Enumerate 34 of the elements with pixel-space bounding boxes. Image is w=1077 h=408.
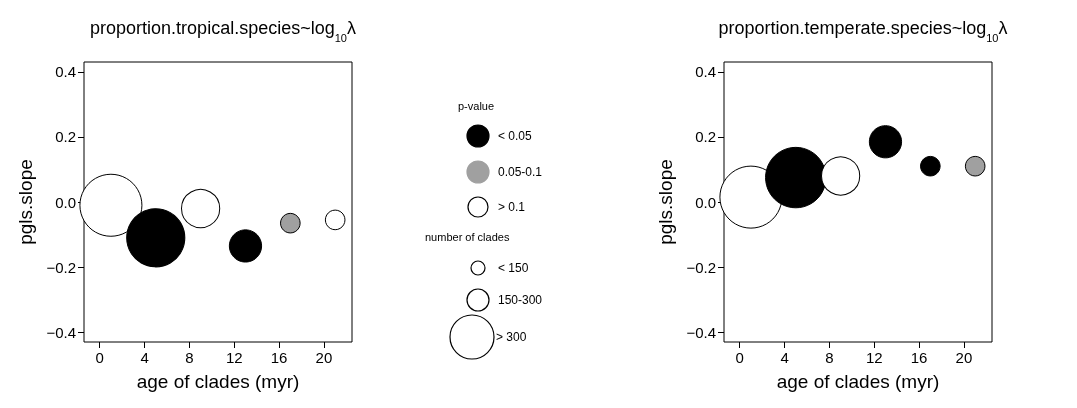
text: number of clades xyxy=(425,231,510,243)
y-tick-label: 0.2 xyxy=(55,128,76,146)
x-tick-label: 12 xyxy=(865,349,883,366)
x-tick-label: 4 xyxy=(140,349,149,366)
text: 150-300 xyxy=(498,293,543,307)
x-tick-label: 16 xyxy=(270,349,288,366)
y-tick-label: −0.2 xyxy=(46,258,76,276)
y-tick-label: −0.4 xyxy=(686,323,716,341)
y-tick-label: 0.4 xyxy=(695,63,716,81)
text: p-value xyxy=(458,100,495,112)
x-tick-label: 20 xyxy=(315,349,333,366)
y-tick-label: 0.4 xyxy=(55,63,76,81)
x-tick-label: 8 xyxy=(825,349,834,366)
x-tick-label: 0 xyxy=(735,349,744,366)
text: 0.05-0.1 xyxy=(498,165,543,179)
y-tick-label: −0.4 xyxy=(46,323,76,341)
x-tick-label: 8 xyxy=(185,349,194,366)
x-tick-label: 16 xyxy=(910,349,928,366)
x-axis-title: age of clades (myr) xyxy=(136,371,300,392)
y-tick-label: −0.2 xyxy=(686,258,716,276)
y-tick-label: 0.0 xyxy=(695,193,716,211)
y-tick-label: 0.0 xyxy=(55,193,76,211)
text: < 150 xyxy=(498,261,529,275)
y-tick-label: 0.2 xyxy=(695,128,716,146)
x-axis-title: age of clades (myr) xyxy=(776,371,940,392)
x-tick-label: 20 xyxy=(955,349,973,366)
x-tick-label: 0 xyxy=(95,349,104,366)
text: < 0.05 xyxy=(498,129,532,143)
y-axis-title: pgls.slope xyxy=(15,159,37,245)
y-axis-title: pgls.slope xyxy=(655,159,677,245)
x-tick-label: 12 xyxy=(225,349,243,366)
text: > 300 xyxy=(496,330,527,344)
x-tick-label: 4 xyxy=(780,349,789,366)
text: > 0.1 xyxy=(498,200,526,214)
